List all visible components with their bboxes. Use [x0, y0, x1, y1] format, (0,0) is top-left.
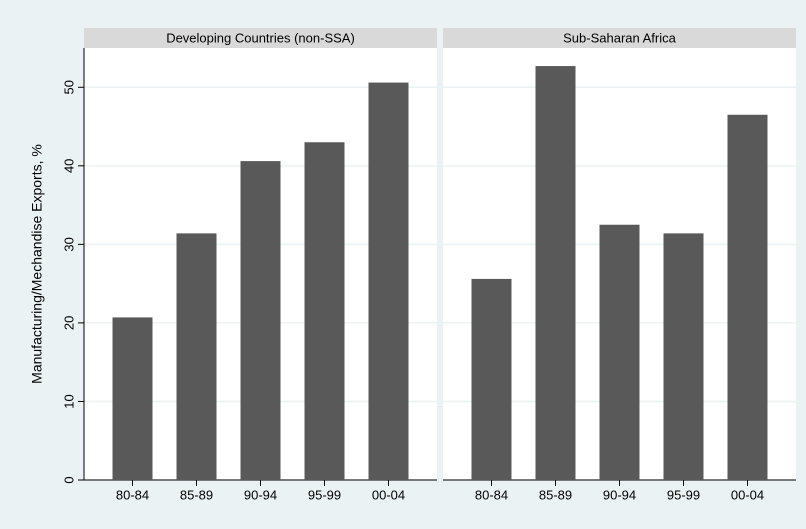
y-axis-label: Manufacturing/Mechandise Exports, %	[29, 144, 45, 384]
bar	[176, 233, 217, 480]
y-tick-label: 20	[61, 316, 76, 330]
x-tick-label: 00-04	[731, 487, 764, 502]
bar	[535, 66, 576, 480]
bar	[663, 233, 704, 480]
y-tick-label: 0	[61, 476, 76, 483]
x-tick-label: 85-89	[180, 487, 213, 502]
bar	[471, 278, 512, 480]
bar	[368, 82, 409, 480]
bar	[304, 142, 345, 480]
panel-title: Developing Countries (non-SSA)	[166, 30, 355, 45]
x-tick-label: 90-94	[603, 487, 636, 502]
panel-header	[443, 28, 796, 48]
x-tick-label: 95-99	[667, 487, 700, 502]
x-tick-label: 90-94	[244, 487, 277, 502]
bar	[599, 224, 640, 480]
panel-header	[84, 28, 437, 48]
bar	[112, 317, 153, 480]
x-tick-label: 95-99	[308, 487, 341, 502]
bar	[240, 161, 281, 480]
y-tick-label: 50	[61, 80, 76, 94]
y-tick-label: 10	[61, 394, 76, 408]
x-tick-label: 85-89	[539, 487, 572, 502]
x-tick-label: 80-84	[116, 487, 149, 502]
x-tick-label: 00-04	[372, 487, 405, 502]
x-tick-label: 80-84	[475, 487, 508, 502]
bar	[727, 114, 768, 480]
y-tick-label: 40	[61, 159, 76, 173]
panel-title: Sub-Saharan Africa	[563, 30, 677, 45]
y-tick-label: 30	[61, 237, 76, 251]
